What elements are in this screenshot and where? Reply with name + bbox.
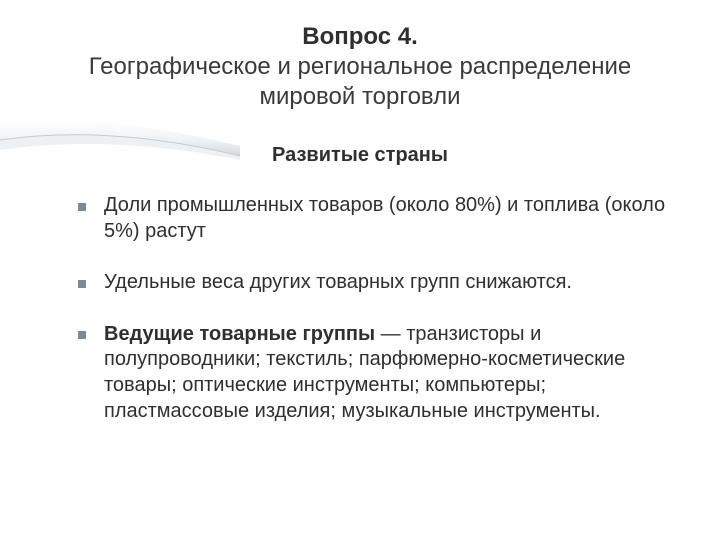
title-line-1: Вопрос 4.: [48, 22, 672, 52]
title-line-2: Географическое и региональное распределе…: [48, 52, 672, 82]
list-item: Доли промышленных товаров (около 80%) и …: [78, 193, 672, 244]
list-item-text: Удельные веса других товарных групп сниж…: [104, 271, 572, 293]
list-item: Удельные веса других товарных групп сниж…: [78, 270, 672, 296]
subtitle: Развитые страны: [48, 144, 672, 167]
slide: Вопрос 4. Географическое и региональное …: [0, 0, 720, 540]
list-item-bold-lead: Ведущие товарные группы: [104, 323, 375, 345]
list-item-text: Доли промышленных товаров (около 80%) и …: [104, 194, 665, 242]
list-item: Ведущие товарные группы — транзисторы и …: [78, 322, 672, 424]
bullet-list: Доли промышленных товаров (около 80%) и …: [48, 193, 672, 424]
title-block: Вопрос 4. Географическое и региональное …: [48, 22, 672, 112]
title-line-3: мировой торговли: [48, 82, 672, 112]
